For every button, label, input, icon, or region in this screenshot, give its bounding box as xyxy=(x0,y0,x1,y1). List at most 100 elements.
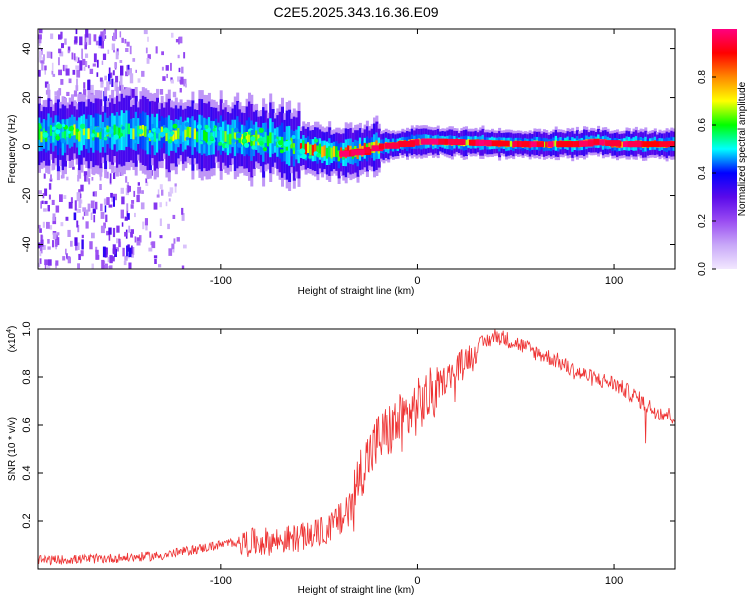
spectrogram-speckle xyxy=(115,51,119,60)
snr-y-tick-label: 1.0 xyxy=(21,321,33,336)
spectrogram-dot xyxy=(244,142,250,148)
spectrogram-speckle xyxy=(109,255,113,264)
spectrogram-core xyxy=(217,131,221,142)
spectrogram-speckle xyxy=(101,80,104,85)
figure-title: C2E5.2025.343.16.36.E09 xyxy=(273,4,438,20)
spectrogram-speckle xyxy=(52,73,56,77)
spectrogram-peak xyxy=(573,141,580,148)
spectrogram-speckle xyxy=(121,196,125,205)
spectrogram-speckle xyxy=(115,75,119,83)
spectrogram-peak xyxy=(351,149,365,156)
spectrogram-speckle xyxy=(99,77,103,82)
spectrogram-speckle xyxy=(74,200,77,211)
spectrogram-core xyxy=(80,127,84,139)
spectrogram-dot xyxy=(138,128,144,135)
spectrogram-speckle xyxy=(131,247,135,255)
spectrogram-speckle xyxy=(113,32,116,42)
spectrogram-dot xyxy=(42,132,49,138)
spectrogram-core xyxy=(167,130,171,141)
spectrogram-speckle xyxy=(67,50,70,54)
spectrogram-dot xyxy=(299,148,306,155)
snr-y-tick-label: 0.2 xyxy=(21,513,33,528)
snr-background xyxy=(38,329,675,569)
spectrogram-speckle xyxy=(65,68,70,76)
spectrogram-dot xyxy=(56,123,63,130)
spectrogram-speckle xyxy=(85,61,88,67)
spectrogram-speckle xyxy=(85,221,89,229)
spectrogram-speckle xyxy=(128,262,132,269)
spectrogram-speckle xyxy=(65,248,67,255)
spectrogram-dot xyxy=(291,135,296,139)
spectrogram-speckle xyxy=(114,29,117,40)
spectrogram-speckle xyxy=(50,51,53,59)
spectrogram-speckle xyxy=(66,176,69,181)
spectrogram-speckle xyxy=(81,234,84,239)
spectrogram-speckle xyxy=(102,246,106,258)
spectrogram-dot xyxy=(279,149,284,154)
snr-panel: -100 0 100 0.2 0.4 0.6 0.8 1.0 Height of strai… xyxy=(6,321,676,596)
spectrogram-speckle xyxy=(42,221,45,228)
spectrogram-speckle xyxy=(58,48,62,54)
spectrogram-speckle xyxy=(165,65,169,71)
spectrogram-speckle xyxy=(121,222,124,227)
colorbar-tick-label: 0.8 xyxy=(697,70,708,84)
spectrogram-speckle xyxy=(83,171,88,177)
spectrogram-core xyxy=(266,135,270,147)
spectrogram-core xyxy=(231,128,235,139)
spectrogram-speckle xyxy=(40,234,43,242)
spectrogram-core xyxy=(207,130,211,142)
spectrogram-speckle xyxy=(65,216,69,221)
spectrogram-speckle xyxy=(165,201,168,207)
spectrogram-core xyxy=(335,146,339,158)
colorbar-tick-label: 0.6 xyxy=(697,118,708,132)
spectrogram-speckle xyxy=(46,221,50,229)
spectrogram-core xyxy=(127,123,131,135)
spectrogram-dot xyxy=(209,135,214,141)
spectrogram-dot xyxy=(62,123,66,128)
spectrogram-dot xyxy=(103,136,108,141)
spectrogram-x-axis: -100 0 100 xyxy=(210,29,623,287)
spectrogram-speckle xyxy=(167,223,170,230)
spectrogram-speckle xyxy=(146,58,150,64)
spectrogram-dot xyxy=(292,147,296,151)
spectrogram-speckle xyxy=(44,188,48,196)
spectrogram-core xyxy=(73,124,77,136)
spectrogram-dot xyxy=(38,123,42,128)
spectrogram-speckle xyxy=(41,200,44,204)
spectrogram-core xyxy=(332,146,336,157)
spectrogram-speckle xyxy=(125,176,128,183)
spectrogram-core xyxy=(328,146,332,157)
spectrogram-speckle xyxy=(68,78,72,84)
spectrogram-dot xyxy=(167,139,173,144)
spectrogram-speckle xyxy=(159,184,163,190)
spectrogram-speckle xyxy=(60,79,64,85)
spectrogram-speckle xyxy=(78,253,81,260)
spectrogram-dot xyxy=(196,124,202,130)
spectrogram-speckle xyxy=(120,187,124,194)
spectrogram-speckle xyxy=(55,260,59,266)
snr-series-line xyxy=(38,329,675,566)
spectrogram-speckle xyxy=(147,54,151,60)
spectrogram-speckle xyxy=(90,84,94,93)
spectrogram-speckle xyxy=(92,63,96,67)
spectrogram-speckle xyxy=(85,29,89,38)
spectrogram-speckle xyxy=(38,57,42,63)
spectrogram-core xyxy=(330,147,334,159)
spectrogram-speckle xyxy=(84,42,87,50)
spectrogram-core xyxy=(233,132,237,144)
spectrogram-speckle xyxy=(77,263,80,269)
colorbar: 0.0 0.2 0.4 0.6 0.8 Normalized spectral ampl… xyxy=(697,29,748,276)
spectrogram-speckle xyxy=(93,191,97,197)
spectrogram-speckle xyxy=(66,253,68,259)
spectrogram-core xyxy=(248,131,251,143)
spectrogram-dot xyxy=(94,126,101,133)
snr-x-axis: -100 0 100 xyxy=(210,329,623,587)
spectrogram-speckle xyxy=(124,255,128,261)
spectrogram-speckle xyxy=(47,205,50,212)
spectrogram-speckle xyxy=(58,34,62,40)
spectrogram-core xyxy=(125,123,129,135)
snr-y-axis: 0.2 0.4 0.6 0.8 1.0 xyxy=(21,321,675,529)
spectrogram-core xyxy=(542,141,546,148)
spectrogram-peak xyxy=(536,141,544,148)
spectrogram-dot xyxy=(213,125,217,129)
